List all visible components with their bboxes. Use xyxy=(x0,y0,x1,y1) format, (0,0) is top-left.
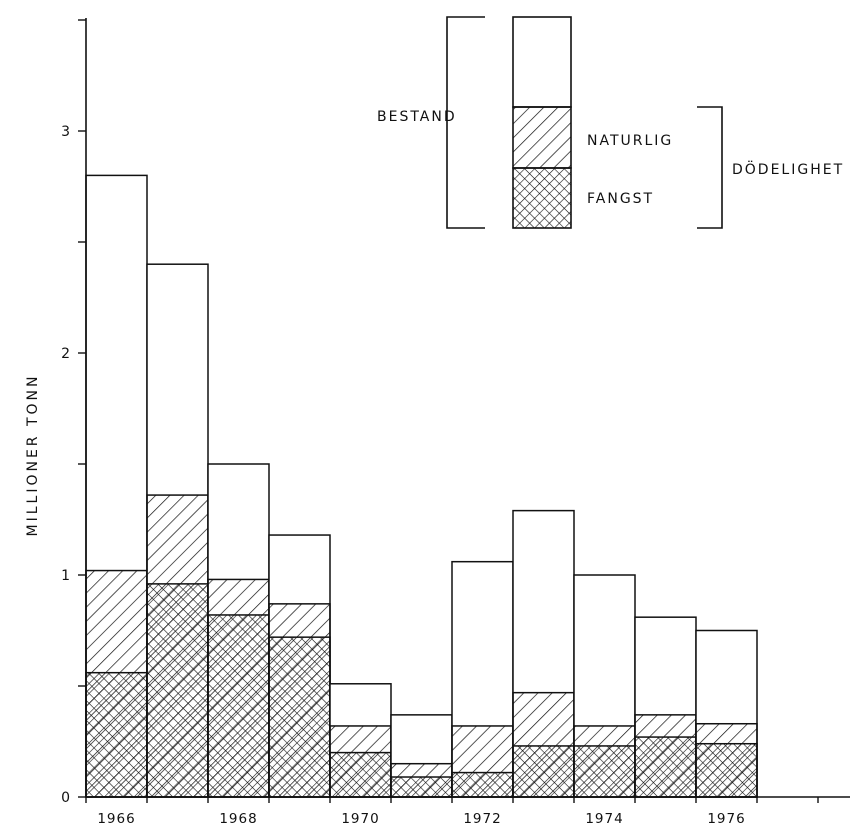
bar-fangst-1967 xyxy=(146,583,209,798)
bar-fangst-1969 xyxy=(268,636,331,798)
legend-bracket-dodelighet xyxy=(697,106,723,229)
x-tick-label: 1974 xyxy=(585,811,623,827)
legend-label-fangst: FANGST xyxy=(587,191,654,207)
legend-bracket-bestand xyxy=(446,16,485,229)
bar-fangst-1966 xyxy=(85,671,148,798)
bar-group xyxy=(85,174,758,798)
x-tick-label: 1968 xyxy=(219,811,257,827)
y-tick-label: 1 xyxy=(61,568,70,584)
x-axis: 1966 1968 1970 1972 1974 1976 xyxy=(85,796,850,827)
y-axis: 0 1 2 3 xyxy=(61,18,87,806)
bar-fangst-1976 xyxy=(695,742,758,798)
legend-label-bestand: BESTAND xyxy=(377,109,457,125)
y-tick-label: 3 xyxy=(61,124,70,140)
y-tick-label: 0 xyxy=(61,790,70,806)
legend-swatch-fangst xyxy=(512,167,572,229)
x-tick-label: 1976 xyxy=(707,811,745,827)
legend-label-dodelighet: DÖDELIGHET xyxy=(732,160,844,178)
legend: BESTAND NATURLIG FANGST DÖDELIGHET xyxy=(377,16,844,229)
bar-fangst-1971 xyxy=(390,776,453,798)
bar-fangst-1973 xyxy=(512,745,575,798)
bar-fangst-1975 xyxy=(634,736,697,798)
x-tick-label: 1966 xyxy=(97,811,135,827)
y-axis-title: MILLIONER TONN xyxy=(25,374,41,537)
legend-swatch-bestand xyxy=(512,16,572,108)
bar-fangst-1972 xyxy=(451,771,514,798)
y-tick-label: 2 xyxy=(61,346,70,362)
legend-label-naturlig: NATURLIG xyxy=(587,133,673,149)
x-tick-label: 1972 xyxy=(463,811,501,827)
bar-fangst-1970 xyxy=(329,751,392,798)
legend-swatch-naturlig xyxy=(512,106,572,169)
bar-fangst-1968 xyxy=(207,614,270,798)
bar-fangst-1974 xyxy=(573,745,636,798)
x-tick-label: 1970 xyxy=(341,811,379,827)
